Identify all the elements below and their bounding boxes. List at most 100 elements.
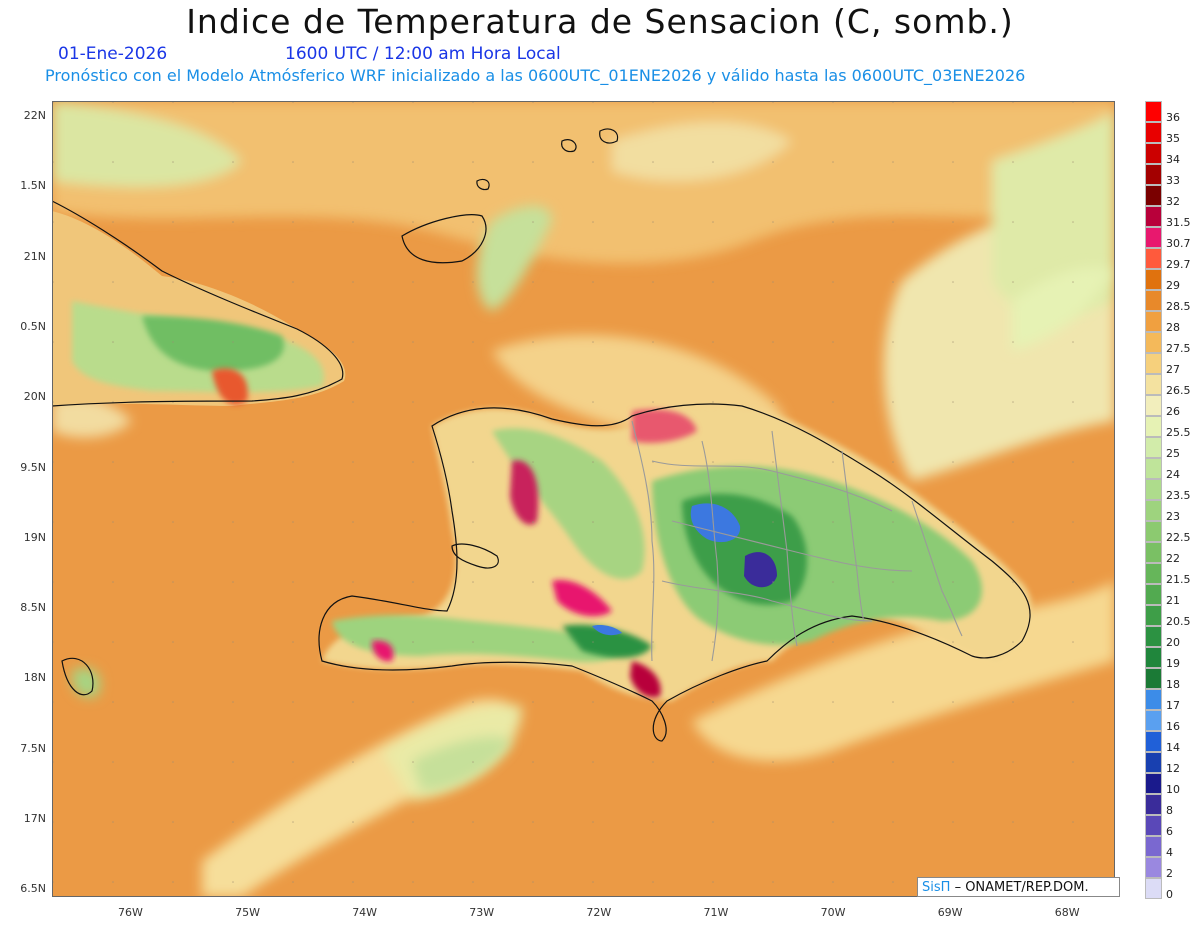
- forecast-date: 01-Ene-2026: [58, 44, 168, 64]
- colorbar-swatch: [1145, 227, 1162, 248]
- credit-brand: SisΠ: [922, 880, 951, 895]
- lat-tick-label: 17N: [23, 812, 46, 825]
- colorbar-swatch: [1145, 710, 1162, 731]
- colorbar-swatch: [1145, 332, 1162, 353]
- colorbar-label: 35: [1166, 132, 1180, 145]
- province-borders: [631, 420, 963, 662]
- colorbar-label: 32: [1166, 195, 1180, 208]
- colorbar-swatch: [1145, 542, 1162, 563]
- colorbar-swatch: [1145, 248, 1162, 269]
- colorbar-swatch: [1145, 605, 1162, 626]
- colorbar-label: 28.5: [1166, 300, 1191, 313]
- lat-tick-label: 21N: [23, 249, 46, 263]
- colorbar-swatch: [1145, 269, 1162, 290]
- colorbar-label: 22.5: [1166, 531, 1191, 544]
- colorbar-label: 4: [1166, 846, 1173, 859]
- model-info: Pronóstico con el Modelo Atmósferico WRF…: [45, 66, 1026, 85]
- colorbar-swatch: [1145, 290, 1162, 311]
- lon-tick-label: 72W: [586, 906, 612, 919]
- colorbar-swatch: [1145, 878, 1162, 899]
- colorbar-label: 0: [1166, 888, 1173, 901]
- colorbar-swatch: [1145, 458, 1162, 479]
- colorbar-swatch: [1145, 752, 1162, 773]
- lat-tick-label: 19N: [23, 530, 46, 544]
- colorbar-swatch: [1145, 689, 1162, 710]
- coastlines: [52, 128, 1031, 742]
- colorbar-label: 22: [1166, 552, 1180, 565]
- colorbar-swatch: [1145, 815, 1162, 836]
- colorbar-label: 6: [1166, 825, 1173, 838]
- colorbar-swatch: [1145, 374, 1162, 395]
- colorbar-label: 16: [1166, 720, 1180, 733]
- colorbar-label: 31.5: [1166, 216, 1191, 229]
- colorbar-label: 25.5: [1166, 426, 1191, 439]
- temperature-map: [52, 101, 1115, 897]
- colorbar-label: 20.5: [1166, 615, 1191, 628]
- colorbar-label: 29.7: [1166, 258, 1191, 271]
- lon-tick-label: 70W: [820, 906, 846, 919]
- colorbar-label: 28: [1166, 321, 1180, 334]
- colorbar-swatch: [1145, 836, 1162, 857]
- colorbar-swatch: [1145, 584, 1162, 605]
- colorbar-swatch: [1145, 185, 1162, 206]
- lat-tick-label: 18N: [23, 671, 46, 685]
- colorbar-swatch: [1145, 521, 1162, 542]
- colorbar-label: 36: [1166, 111, 1180, 124]
- lon-tick-label: 74W: [352, 906, 378, 919]
- colorbar-swatch: [1145, 122, 1162, 143]
- lat-tick-label: 8.5N: [20, 601, 46, 615]
- colorbar-label: 24: [1166, 468, 1180, 481]
- colorbar-label: 27.5: [1166, 342, 1191, 355]
- lat-tick-label: 22N: [23, 109, 46, 122]
- colorbar-label: 12: [1166, 762, 1180, 775]
- colorbar-label: 8: [1166, 804, 1173, 817]
- colorbar-swatch: [1145, 479, 1162, 500]
- lon-tick-label: 76W: [118, 906, 143, 919]
- colorbar-swatch: [1145, 206, 1162, 227]
- colorbar-swatch: [1145, 731, 1162, 752]
- colorbar-label: 14: [1166, 741, 1180, 754]
- lon-tick-label: 75W: [235, 906, 260, 919]
- lon-tick-label: 73W: [469, 906, 495, 919]
- lat-tick-label: 0.5N: [20, 319, 46, 333]
- colorbar-swatch: [1145, 626, 1162, 647]
- colorbar-swatch: [1145, 563, 1162, 584]
- lat-tick-label: 6.5N: [20, 882, 46, 896]
- colorbar-label: 34: [1166, 153, 1180, 166]
- colorbar-swatch: [1145, 143, 1162, 164]
- colorbar-label: 26.5: [1166, 384, 1191, 397]
- colorbar-swatch: [1145, 794, 1162, 815]
- colorbar-label: 25: [1166, 447, 1180, 460]
- lon-tick-label: 71W: [703, 906, 729, 919]
- colorbar-label: 27: [1166, 363, 1180, 376]
- lon-tick-label: 69W: [937, 906, 963, 919]
- colorbar-swatch: [1145, 101, 1162, 122]
- colorbar-label: 21.5: [1166, 573, 1191, 586]
- credit-box: SisΠ – ONAMET/REP.DOM.: [917, 877, 1120, 897]
- colorbar-swatch: [1145, 437, 1162, 458]
- colorbar-label: 21: [1166, 594, 1180, 607]
- colorbar-label: 20: [1166, 636, 1180, 649]
- lon-tick-label: 68W: [1054, 906, 1080, 919]
- map-title: Indice de Temperatura de Sensacion (C, s…: [186, 2, 1014, 41]
- lat-tick-label: 7.5N: [20, 741, 46, 755]
- colorbar-label: 29: [1166, 279, 1180, 292]
- colorbar-label: 33: [1166, 174, 1180, 187]
- lat-tick-label: 20N: [23, 390, 46, 404]
- colorbar-swatch: [1145, 395, 1162, 416]
- colorbar-label: 23.5: [1166, 489, 1191, 502]
- colorbar-label: 18: [1166, 678, 1180, 691]
- lat-tick-label: 1.5N: [20, 179, 46, 193]
- lat-tick-label: 9.5N: [20, 460, 46, 474]
- colorbar-label: 30.7: [1166, 237, 1191, 250]
- colorbar-label: 26: [1166, 405, 1180, 418]
- colorbar-swatch: [1145, 773, 1162, 794]
- colorbar-label: 17: [1166, 699, 1180, 712]
- colorbar-swatch: [1145, 668, 1162, 689]
- colorbar-swatch: [1145, 500, 1162, 521]
- colorbar-swatch: [1145, 353, 1162, 374]
- colorbar-label: 2: [1166, 867, 1173, 880]
- colorbar-swatch: [1145, 311, 1162, 332]
- forecast-time: 1600 UTC / 12:00 am Hora Local: [285, 44, 561, 64]
- colorbar-label: 19: [1166, 657, 1180, 670]
